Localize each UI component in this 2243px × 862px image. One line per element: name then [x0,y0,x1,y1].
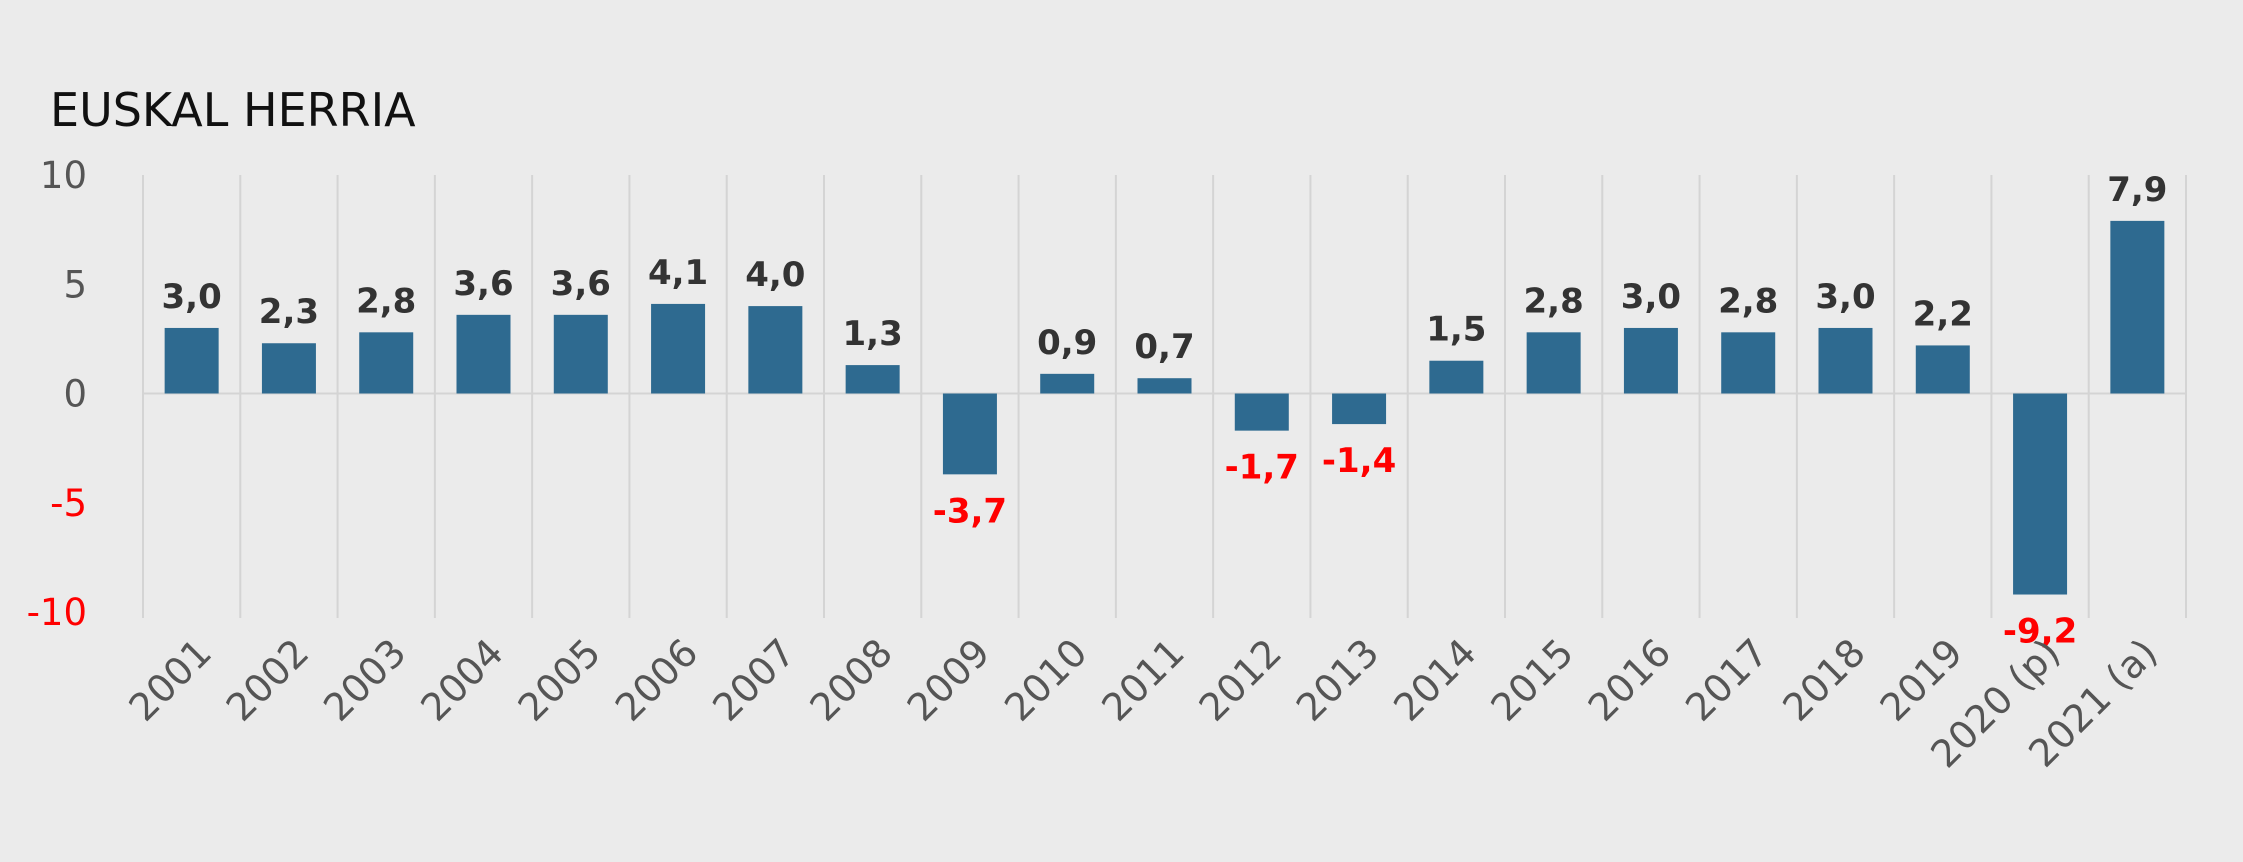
data-label: 4,1 [648,253,708,293]
bar [1623,327,1678,394]
x-tick-label: 2008 [802,630,902,730]
bar [1429,360,1484,394]
data-label: 3,0 [162,277,222,317]
y-axis: 10 5 0 -5 -10 [27,154,87,634]
bar [1818,327,1873,394]
x-tick-label: 2016 [1580,630,1680,730]
bar [553,314,608,394]
x-tick-label: 2006 [607,630,707,730]
y-tick-label: 10 [40,154,87,197]
grid-lines [142,175,2187,618]
bar [1332,393,1387,425]
data-label: 4,0 [745,255,805,295]
data-label: 0,9 [1037,323,1097,363]
x-tick-label: 2014 [1385,630,1485,730]
bar [261,343,316,394]
data-label: 2,8 [356,281,416,321]
data-label: 2,2 [1913,294,1973,334]
bar [1040,373,1095,394]
bar [1137,378,1192,394]
data-label: 3,6 [453,264,513,304]
x-tick-label: 2002 [218,630,318,730]
x-tick-label: 2009 [899,630,999,730]
data-label: -1,4 [1322,441,1396,481]
bar [2110,220,2165,394]
bar [164,327,219,394]
y-tick-label: -5 [50,482,87,525]
y-tick-label: 0 [63,373,87,416]
data-labels: 3,0 2,3 2,8 3,6 3,6 4,1 4,0 1,3 -3,7 0,9 0,7 -1,7 -1… [162,170,2168,652]
bar [1526,332,1581,394]
x-tick-label: 2011 [1093,630,1193,730]
data-label: 3,6 [551,264,611,304]
x-tick-label: 2018 [1774,630,1874,730]
bar [651,303,706,394]
x-tick-label: 2001 [121,630,221,730]
x-tick-label: 2017 [1677,630,1777,730]
bars [164,220,2165,595]
y-tick-label: -10 [27,591,87,634]
bar [1721,332,1776,394]
x-tick-label: 2012 [1191,630,1291,730]
data-label: -9,2 [2003,612,2077,652]
data-label: 1,5 [1426,310,1486,350]
bar [359,332,414,394]
x-tick-label: 2015 [1483,630,1583,730]
data-label: 3,0 [1815,277,1875,317]
x-tick-label: 2003 [315,630,415,730]
data-label: 7,9 [2107,170,2167,210]
data-label: 3,0 [1621,277,1681,317]
x-tick-label: 2010 [996,630,1096,730]
bar [942,393,997,475]
x-axis: 2001200220032004200520062007200820092010… [121,630,2166,776]
x-tick-label: 2013 [1288,630,1388,730]
x-tick-label: 2004 [412,630,512,730]
x-tick-label: 2005 [510,630,610,730]
bar [456,314,511,394]
data-label: 2,3 [259,292,319,332]
bar [2013,393,2068,595]
bar [1915,345,1970,394]
bar [1234,393,1289,431]
x-tick-label: 2007 [704,630,804,730]
data-label: 1,3 [843,314,903,354]
data-label: -3,7 [933,491,1007,531]
bar [748,306,803,394]
data-label: -1,7 [1225,448,1299,488]
data-label: 2,8 [1718,281,1778,321]
chart-title: EUSKAL HERRIA [50,83,416,137]
bar [845,365,900,394]
data-label: 0,7 [1134,327,1194,367]
y-tick-label: 5 [63,263,87,306]
data-label: 2,8 [1524,281,1584,321]
